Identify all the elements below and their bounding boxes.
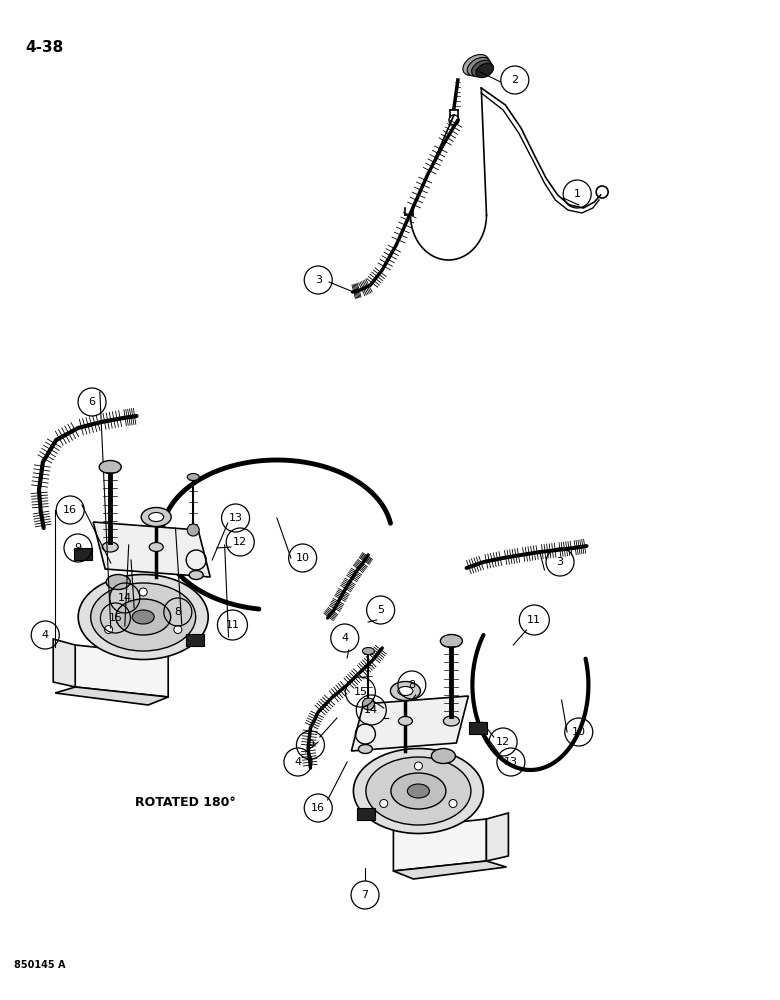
- Text: 4: 4: [41, 630, 49, 640]
- Polygon shape: [53, 639, 75, 687]
- Text: 11: 11: [225, 620, 239, 630]
- Circle shape: [174, 626, 182, 634]
- Text: 4-38: 4-38: [25, 40, 63, 55]
- Circle shape: [187, 524, 199, 536]
- FancyBboxPatch shape: [470, 722, 488, 734]
- Circle shape: [139, 588, 147, 596]
- Ellipse shape: [115, 599, 171, 635]
- Text: 6: 6: [89, 397, 95, 407]
- Text: 10: 10: [572, 727, 586, 737]
- Text: 850145 A: 850145 A: [14, 960, 66, 970]
- Text: 9: 9: [74, 543, 82, 553]
- Ellipse shape: [102, 542, 119, 552]
- Ellipse shape: [190, 570, 204, 580]
- Ellipse shape: [391, 773, 446, 809]
- Ellipse shape: [187, 474, 199, 481]
- Text: 3: 3: [557, 557, 563, 567]
- Text: ROTATED 180°: ROTATED 180°: [135, 796, 236, 808]
- Text: 12: 12: [233, 537, 247, 547]
- Ellipse shape: [472, 60, 492, 77]
- Ellipse shape: [431, 748, 456, 764]
- Text: 12: 12: [496, 737, 510, 747]
- Circle shape: [449, 800, 457, 808]
- Ellipse shape: [391, 682, 420, 700]
- Text: 14: 14: [118, 593, 132, 603]
- Polygon shape: [352, 696, 469, 751]
- Ellipse shape: [141, 508, 171, 526]
- Text: 9: 9: [307, 740, 314, 750]
- Ellipse shape: [149, 542, 163, 552]
- Ellipse shape: [398, 686, 413, 696]
- Text: 14: 14: [364, 705, 378, 715]
- Text: 4: 4: [294, 757, 302, 767]
- FancyBboxPatch shape: [357, 808, 375, 820]
- Text: 16: 16: [63, 505, 77, 515]
- Polygon shape: [55, 687, 168, 705]
- Text: 1: 1: [574, 189, 580, 199]
- Text: 10: 10: [296, 553, 310, 563]
- Text: 11: 11: [527, 615, 541, 625]
- Polygon shape: [93, 522, 210, 577]
- Ellipse shape: [90, 583, 196, 651]
- Text: 8: 8: [408, 680, 416, 690]
- FancyBboxPatch shape: [186, 634, 204, 646]
- Text: 16: 16: [311, 803, 325, 813]
- Text: 4: 4: [341, 633, 349, 643]
- Ellipse shape: [149, 512, 164, 522]
- Text: 2: 2: [511, 75, 519, 85]
- Text: 5: 5: [378, 605, 384, 615]
- Polygon shape: [393, 819, 487, 871]
- Text: 13: 13: [229, 513, 243, 523]
- Circle shape: [414, 762, 423, 770]
- Circle shape: [363, 698, 374, 710]
- Text: 13: 13: [504, 757, 518, 767]
- Ellipse shape: [353, 748, 484, 834]
- Ellipse shape: [476, 63, 494, 78]
- Ellipse shape: [106, 574, 130, 589]
- Text: 3: 3: [315, 275, 321, 285]
- Ellipse shape: [443, 716, 459, 726]
- FancyBboxPatch shape: [74, 548, 92, 560]
- Ellipse shape: [358, 744, 372, 754]
- Text: 8: 8: [174, 607, 182, 617]
- Ellipse shape: [78, 574, 208, 660]
- Circle shape: [380, 800, 388, 808]
- Text: 15: 15: [353, 687, 367, 697]
- Text: 15: 15: [108, 613, 122, 623]
- Text: 7: 7: [361, 890, 369, 900]
- Polygon shape: [487, 813, 509, 861]
- Polygon shape: [75, 645, 168, 697]
- Ellipse shape: [399, 716, 413, 726]
- Ellipse shape: [366, 757, 471, 825]
- Ellipse shape: [441, 635, 463, 648]
- Polygon shape: [393, 861, 506, 879]
- Ellipse shape: [363, 648, 374, 654]
- Ellipse shape: [132, 610, 154, 624]
- Ellipse shape: [99, 460, 121, 474]
- Ellipse shape: [467, 57, 491, 76]
- Circle shape: [105, 626, 112, 634]
- Ellipse shape: [463, 55, 489, 75]
- Ellipse shape: [407, 784, 430, 798]
